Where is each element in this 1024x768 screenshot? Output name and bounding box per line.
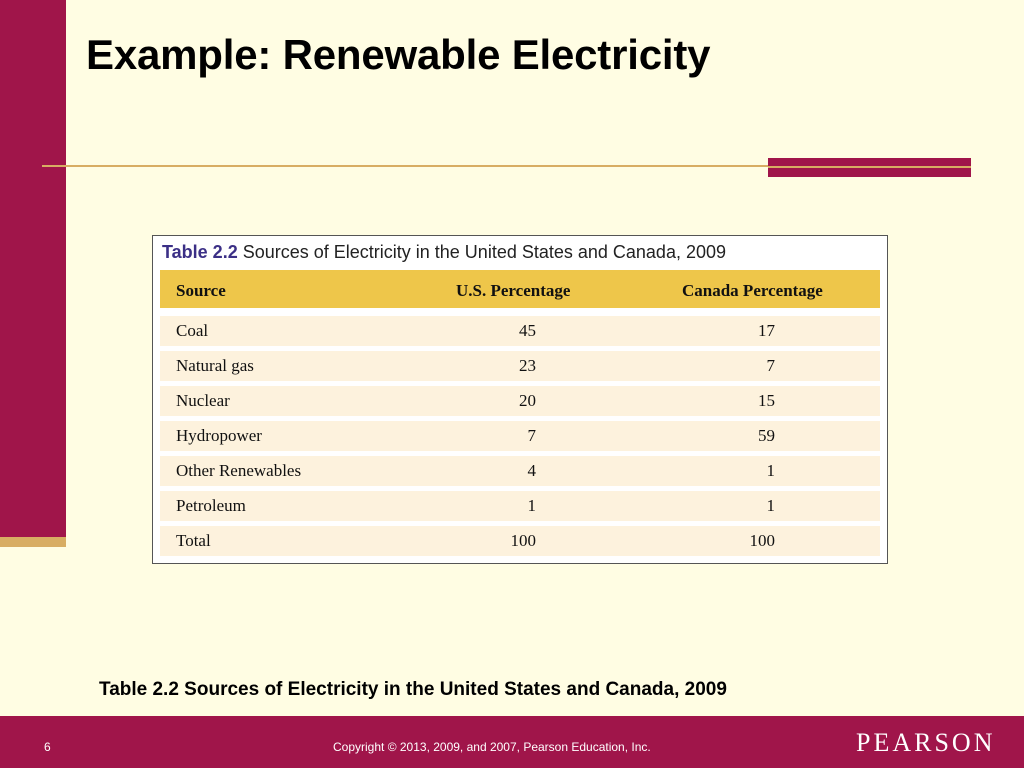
table-title-text: Sources of Electricity in the United Sta… <box>242 242 727 262</box>
title-divider-block <box>768 158 971 177</box>
slide-title: Example: Renewable Electricity <box>86 31 711 78</box>
table-row-total: Total 100 100 <box>160 526 880 556</box>
copyright-text: Copyright © 2013, 2009, and 2007, Pearso… <box>333 740 651 754</box>
cell-source: Nuclear <box>176 391 230 410</box>
table-title: Table 2.2 Sources of Electricity in the … <box>162 242 726 263</box>
left-accent-bar <box>0 0 66 537</box>
cell-us-percentage: 45 <box>519 321 536 340</box>
table-row: Nuclear 20 15 <box>160 386 880 416</box>
cell-canada-percentage: 59 <box>758 426 775 445</box>
cell-canada-percentage: 17 <box>758 321 775 340</box>
cell-source: Other Renewables <box>176 461 302 480</box>
cell-us-percentage: 100 <box>510 531 537 550</box>
cell-source: Total <box>176 531 211 550</box>
table-header-row: Source U.S. Percentage Canada Percentage <box>160 270 880 308</box>
pearson-logo: PEARSON <box>856 728 996 757</box>
cell-us-percentage: 1 <box>527 496 537 515</box>
cell-source: Hydropower <box>176 426 262 445</box>
column-header-source: Source <box>176 281 226 300</box>
cell-canada-percentage: 1 <box>766 496 776 515</box>
cell-source: Coal <box>176 321 209 340</box>
cell-us-percentage: 4 <box>527 461 537 480</box>
cell-canada-percentage: 15 <box>758 391 775 410</box>
column-header-canada-percentage: Canada Percentage <box>682 281 823 300</box>
cell-canada-percentage: 7 <box>766 356 776 375</box>
column-header-us-percentage: U.S. Percentage <box>456 281 571 300</box>
cell-us-percentage: 23 <box>519 356 536 375</box>
slide-caption: Table 2.2 Sources of Electricity in the … <box>99 679 727 700</box>
title-divider-line <box>42 165 772 167</box>
page-number: 6 <box>44 740 51 754</box>
footer-bar: 6 Copyright © 2013, 2009, and 2007, Pear… <box>0 716 1024 768</box>
table-row: Other Renewables 4 1 <box>160 456 880 486</box>
table-row: Natural gas 23 7 <box>160 351 880 381</box>
table-row: Petroleum 1 1 <box>160 491 880 521</box>
left-accent-stripe <box>0 537 66 547</box>
table-row: Coal 45 17 <box>160 316 880 346</box>
table-row: Hydropower 7 59 <box>160 421 880 451</box>
table-label: Table 2.2 <box>162 242 238 262</box>
data-table: Table 2.2 Sources of Electricity in the … <box>152 235 888 564</box>
cell-us-percentage: 7 <box>527 426 537 445</box>
cell-us-percentage: 20 <box>519 391 536 410</box>
cell-canada-percentage: 100 <box>749 531 776 550</box>
cell-source: Petroleum <box>176 496 246 515</box>
cell-source: Natural gas <box>176 356 254 375</box>
cell-canada-percentage: 1 <box>766 461 776 480</box>
